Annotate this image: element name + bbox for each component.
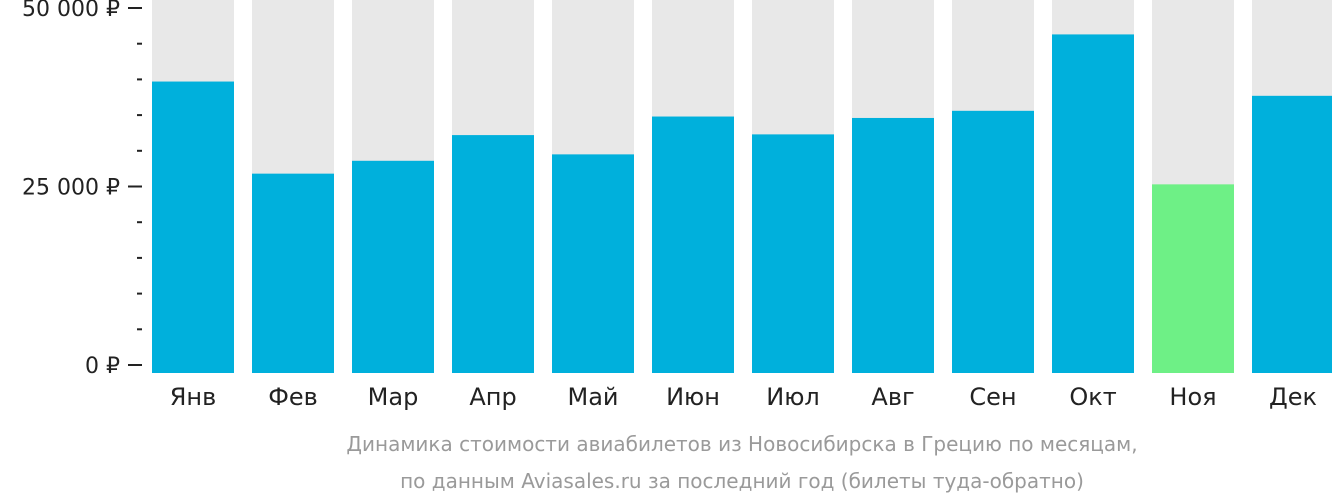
y-axis: 0 ₽ 25 000 ₽ 50 000 ₽ (22, 0, 142, 379)
chart-caption: Динамика стоимости авиабилетов из Новоси… (346, 432, 1137, 493)
x-tick-label: Июн (666, 383, 720, 411)
bar-12[interactable] (1252, 95, 1332, 374)
y-tick-label: 50 000 ₽ (22, 0, 120, 22)
x-tick-label: Мар (368, 383, 419, 411)
y-tick-label: 25 000 ₽ (22, 176, 120, 201)
x-tick-label: Авг (871, 383, 914, 411)
bar-2[interactable] (252, 173, 334, 373)
x-tick-label: Май (567, 383, 618, 411)
bar-4[interactable] (452, 135, 534, 373)
x-tick-label: Янв (170, 383, 217, 411)
bar-7[interactable] (752, 134, 834, 373)
bar-3[interactable] (352, 160, 434, 373)
bar-11[interactable] (1152, 184, 1234, 373)
x-axis-labels: Янв Фев Мар Апр Май Июн Июл Авг Сен Окт Ноя Дек (170, 383, 1317, 411)
caption-line-2: по данным Aviasales.ru за последний год … (400, 469, 1084, 493)
caption-line-1: Динамика стоимости авиабилетов из Новоси… (346, 432, 1137, 456)
bar-5[interactable] (552, 154, 634, 373)
x-tick-label: Дек (1269, 383, 1317, 411)
x-tick-label: Ноя (1169, 383, 1216, 411)
x-tick-label: Фев (268, 383, 318, 411)
bar-8[interactable] (852, 117, 934, 374)
x-tick-label: Сен (969, 383, 1016, 411)
bar-10[interactable] (1052, 34, 1134, 373)
bars (152, 0, 1332, 374)
x-tick-label: Июл (766, 383, 820, 411)
y-tick-label: 0 ₽ (85, 354, 120, 379)
x-tick-label: Апр (469, 383, 516, 411)
x-tick-label: Окт (1069, 383, 1116, 411)
bar-1[interactable] (152, 81, 234, 374)
bar-9[interactable] (952, 110, 1034, 373)
bar-6[interactable] (652, 116, 734, 373)
